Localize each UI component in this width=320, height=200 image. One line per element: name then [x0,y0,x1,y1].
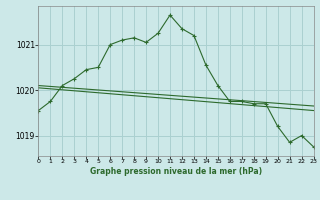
X-axis label: Graphe pression niveau de la mer (hPa): Graphe pression niveau de la mer (hPa) [90,167,262,176]
